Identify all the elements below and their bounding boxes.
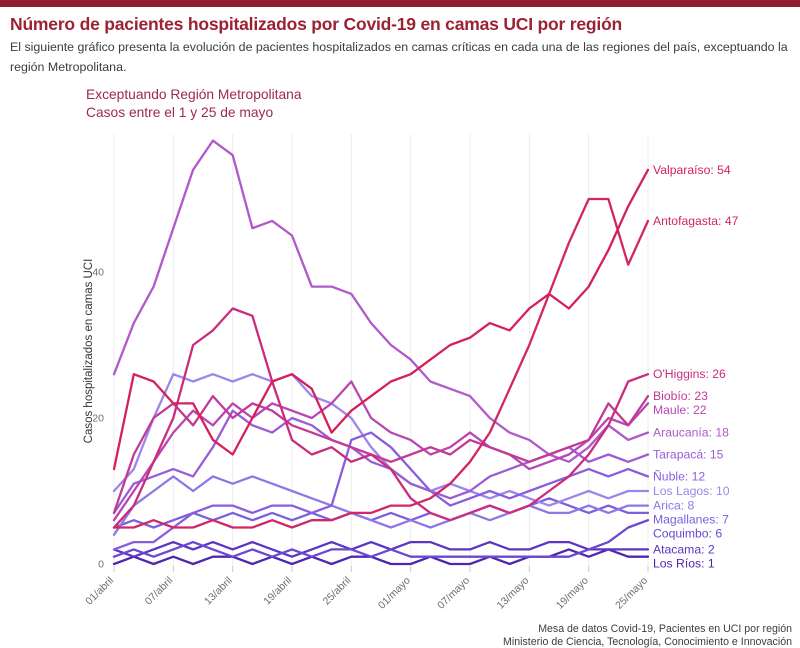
series-label-maule: Maule: 22 xyxy=(653,403,707,417)
plot-area: 01/abril 07/abril 13/abril 19/abril 25/abril… xyxy=(83,134,739,612)
x-tick-label-07-abril: 07/abril xyxy=(143,575,176,608)
x-tick-label-19-abril: 19/abril xyxy=(261,575,294,608)
series-line-araucania xyxy=(112,139,650,463)
series-label-biobio: Biobío: 23 xyxy=(653,389,708,403)
x-tick-label-13-mayo: 13/mayo xyxy=(494,575,531,612)
top-accent-bar xyxy=(0,0,800,7)
page-title: Número de pacientes hospitalizados por C… xyxy=(10,14,623,34)
series-label-magallanes: Magallanes: 7 xyxy=(653,513,729,527)
x-tick-label-07-mayo: 07/mayo xyxy=(435,575,472,612)
series-line-maule xyxy=(112,380,650,522)
series-line-coquimbo xyxy=(112,519,650,558)
series-label-los-rios: Los Ríos: 1 xyxy=(653,556,715,570)
source-line-2: Ministerio de Ciencia, Tecnología, Conoc… xyxy=(503,636,792,648)
series-label-atacama: Atacama: 2 xyxy=(653,542,715,556)
y-tick-label-40: 40 xyxy=(92,267,104,279)
x-tick-label-01-abril: 01/abril xyxy=(83,575,116,608)
y-tick-label-20: 20 xyxy=(92,413,104,425)
series-line-antofagasta xyxy=(112,197,650,529)
series-label-nuble: Ñuble: 12 xyxy=(653,469,705,483)
x-tick-label-13-abril: 13/abril xyxy=(202,575,235,608)
series-line-valparaiso xyxy=(112,168,650,471)
source-line-1: Mesa de datos Covid-19, Pacientes en UCI… xyxy=(538,623,792,635)
chart-subtitle: Casos entre el 1 y 25 de mayo xyxy=(86,105,273,120)
series-label-araucania: Araucanía: 18 xyxy=(653,426,729,440)
x-tick-label-01-mayo: 01/mayo xyxy=(376,575,413,612)
series-line-nuble xyxy=(112,431,650,551)
y-axis-title: Casos hospitalizados en camas UCI xyxy=(83,259,95,444)
page-subtitle: El siguiente gráfico presenta la evoluci… xyxy=(10,40,788,74)
series-label-arica: Arica: 8 xyxy=(653,499,695,513)
series-label-tarapaca: Tarapacá: 15 xyxy=(653,448,724,462)
series-label-o-higgins: O'Higgins: 26 xyxy=(653,367,726,381)
series-line-arica xyxy=(112,475,650,536)
series-line-biobio xyxy=(112,394,650,515)
series-line-o-higgins xyxy=(112,307,650,529)
series-label-antofagasta: Antofagasta: 47 xyxy=(653,214,739,228)
x-tick-label-19-mayo: 19/mayo xyxy=(554,575,591,612)
x-tick-label-25-abril: 25/abril xyxy=(321,575,354,608)
series-label-los-lagos: Los Lagos: 10 xyxy=(653,484,730,498)
series-line-los-rios xyxy=(112,548,650,566)
uci-line-chart: Exceptuando Región Metropolitana Casos e… xyxy=(83,87,792,648)
chart-title: Exceptuando Región Metropolitana xyxy=(86,87,302,102)
series-label-coquimbo: Coquimbo: 6 xyxy=(653,527,722,541)
x-tick-label-25-mayo: 25/mayo xyxy=(613,575,650,612)
series-label-valparaiso: Valparaíso: 54 xyxy=(653,163,731,177)
y-tick-label-0: 0 xyxy=(98,559,104,571)
